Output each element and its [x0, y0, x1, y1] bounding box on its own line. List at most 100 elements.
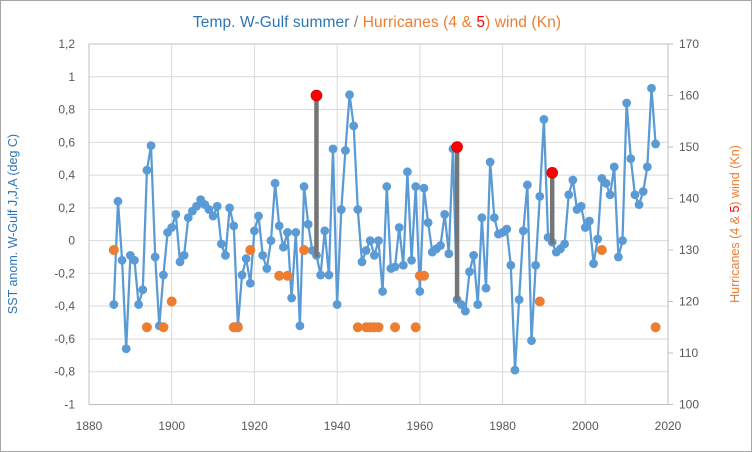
temp-data-point	[353, 205, 363, 214]
major-hurricane-data-point	[546, 166, 558, 179]
left-axis-tick-label: 0,8	[58, 103, 75, 117]
temp-data-point	[357, 257, 367, 267]
temp-data-point	[613, 252, 623, 262]
temp-data-point	[647, 83, 656, 93]
temp-data-point	[229, 221, 239, 231]
temp-data-point	[522, 180, 532, 190]
hurricane-data-point	[352, 322, 363, 333]
temp-data-point	[390, 262, 400, 272]
temp-data-point	[535, 191, 545, 201]
temp-data-point	[560, 239, 570, 249]
temp-data-point	[365, 236, 375, 246]
chart-title-temp: Temp. W-Gulf summer	[192, 14, 354, 31]
hurricane-data-point	[141, 322, 152, 333]
left-axis-tick-label: -1	[64, 398, 75, 412]
temp-data-point	[456, 300, 466, 309]
temp-data-point	[506, 260, 516, 270]
temp-data-point	[245, 278, 255, 288]
hurricane-data-point	[418, 270, 429, 281]
plot-layers: 1,2 1 0,8 0,6 0,4 0,2 0 -0,2 -0,4 -0,6 -0,8 -1 170 16…	[54, 37, 699, 433]
temp-data-point	[378, 287, 388, 296]
temp-data-point	[299, 182, 309, 191]
temp-data-point	[336, 205, 346, 214]
left-axis-tick-label: 1	[68, 70, 75, 84]
left-axis-tick-label: -0,4	[54, 299, 75, 313]
chart-title-separator: /	[353, 14, 359, 31]
temp-data-point	[638, 187, 648, 196]
major-hurricane-data-point	[310, 89, 323, 102]
temp-data-point	[258, 250, 268, 260]
temp-data-point	[175, 257, 185, 267]
right-axis-tick-label: 170	[679, 37, 699, 51]
left-axis-title: SST anom. W-Gulf J,J,A (deg C)	[6, 134, 20, 314]
temp-data-point	[167, 223, 177, 232]
temp-data-point	[303, 219, 313, 229]
x-axis-tick-label: 1960	[407, 419, 434, 433]
temp-data-point	[361, 246, 371, 255]
temp-data-point	[274, 221, 284, 231]
temp-data-point	[407, 255, 416, 265]
temp-data-point	[518, 226, 528, 236]
temp-data-point	[138, 285, 148, 295]
left-axis-tick-label: -0,8	[54, 365, 75, 379]
temp-data-point	[423, 218, 433, 228]
temp-data-point	[576, 201, 586, 211]
temp-data-point	[121, 344, 131, 354]
temp-data-point	[266, 236, 276, 246]
temp-data-point	[502, 224, 512, 234]
temp-data-point	[291, 228, 301, 237]
temp-data-point	[109, 300, 119, 309]
temp-data-point	[369, 250, 379, 260]
temp-data-point	[183, 213, 193, 223]
left-axis-tick-label: 0,4	[58, 168, 75, 182]
temp-data-point	[179, 250, 189, 260]
temp-data-point	[585, 216, 594, 226]
temp-data-point	[481, 283, 491, 293]
left-axis-tick-label: -0,6	[54, 332, 75, 346]
temp-data-point	[477, 213, 487, 223]
temp-data-point	[469, 250, 479, 260]
temp-data-point	[651, 139, 660, 149]
temp-data-point	[270, 178, 280, 188]
temp-data-point	[382, 182, 392, 191]
temp-data-point	[216, 239, 226, 249]
right-axis-tick-label: 150	[679, 140, 699, 154]
temp-data-point	[295, 321, 305, 331]
temp-data-point	[609, 162, 619, 172]
left-axis-tick-label: 0,2	[58, 201, 75, 215]
hurricane-data-point	[158, 322, 169, 333]
right-axis-tick-label: 120	[679, 295, 699, 309]
temp-data-point	[287, 293, 297, 303]
temp-data-point	[159, 270, 168, 280]
major-hurricane-data-point	[451, 141, 463, 153]
temp-data-point	[142, 165, 152, 175]
x-axis-tick-label: 1900	[158, 419, 185, 433]
temp-data-point	[398, 260, 408, 270]
x-axis-tick-label: 1980	[489, 419, 516, 433]
temp-data-point	[394, 223, 404, 232]
temp-data-point	[349, 121, 359, 131]
temp-data-point	[626, 154, 636, 164]
temp-data-point	[568, 175, 578, 185]
temp-data-point	[440, 210, 450, 219]
chart-title-hurricanes-red-5: 5	[476, 14, 486, 31]
temp-data-point	[146, 141, 156, 150]
temp-data-point	[411, 182, 421, 191]
temp-data-point	[415, 287, 425, 296]
hurricane-data-point	[299, 245, 310, 255]
temp-data-point	[514, 295, 524, 305]
left-axis-tick-label: 0,6	[58, 135, 75, 149]
hurricane-data-point	[166, 296, 177, 307]
temp-data-point	[539, 114, 549, 124]
temp-data-point	[341, 146, 350, 155]
hurricane-data-point	[245, 245, 256, 255]
hurricane-data-point	[232, 322, 243, 333]
right-axis-tick-label: 140	[679, 192, 699, 206]
temp-data-point	[150, 252, 160, 262]
hurricane-data-point	[108, 245, 119, 255]
temp-data-point	[204, 205, 214, 214]
temp-data-point	[489, 213, 499, 223]
temp-data-point	[262, 264, 272, 273]
